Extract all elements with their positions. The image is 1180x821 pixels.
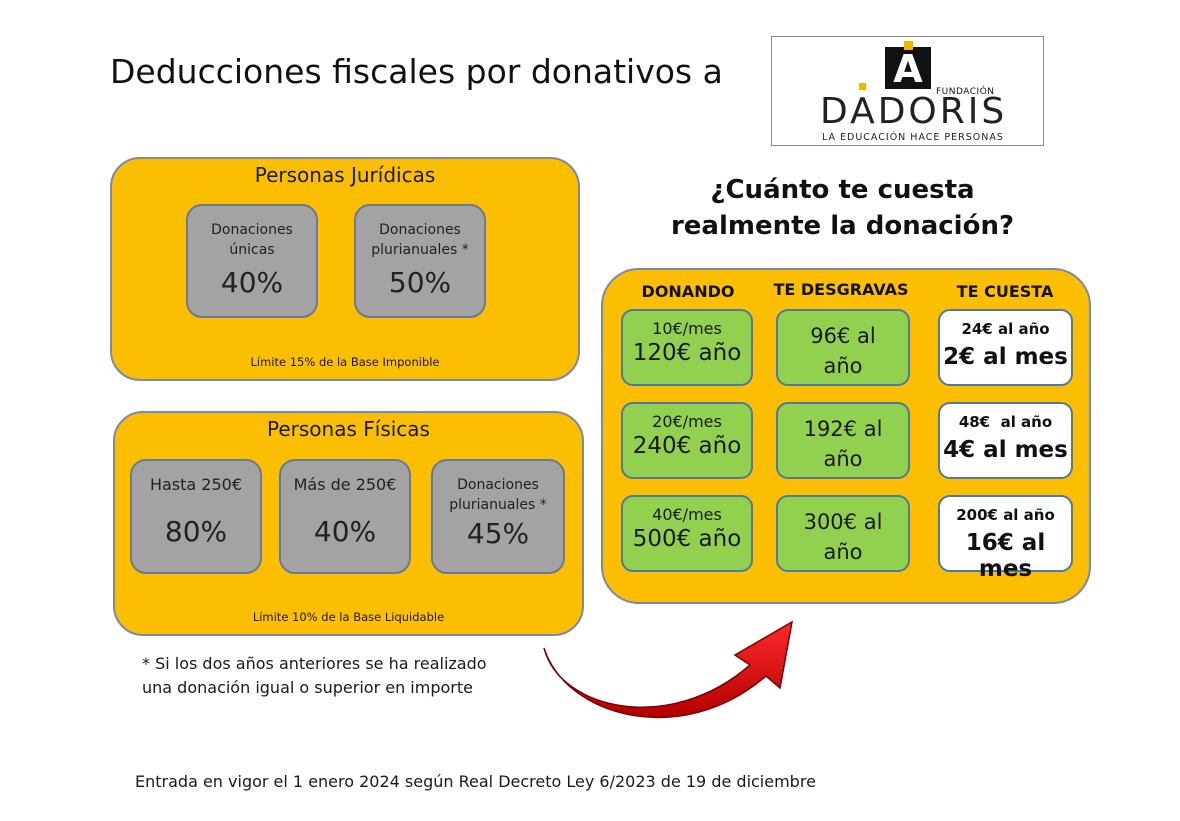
- cuesta-yearly: 200€ al año: [956, 506, 1055, 524]
- donando-box: 10€/mes 120€ año: [621, 309, 753, 386]
- logo-mark: [885, 47, 931, 89]
- donando-box: 40€/mes 500€ año: [621, 495, 753, 572]
- box-percentage: 45%: [466, 517, 530, 550]
- panel-cost-table: DONANDO TE DESGRAVAS TE CUESTA 10€/mes 1…: [601, 268, 1091, 604]
- box-mas-de-250: Más de 250€ 40%: [279, 459, 411, 574]
- cuesta-box: 48€ al año 4€ al mes: [938, 402, 1073, 479]
- cuesta-monthly: 4€ al mes: [943, 437, 1068, 463]
- panel-limit: Límite 10% de la Base Liquidable: [252, 610, 445, 624]
- box-label: Donaciones únicas: [211, 222, 293, 258]
- logo-tagline: LA EDUCACIÓN HACE PERSONAS: [822, 132, 1004, 143]
- box-label: Más de 250€: [293, 475, 397, 494]
- box-donaciones-plurianuales: Donaciones plurianuales * 45%: [431, 459, 565, 574]
- box-label: Donaciones plurianuales *: [371, 222, 469, 258]
- panel-title: Personas Físicas: [267, 417, 430, 441]
- column-header-te-desgravas: TE DESGRAVAS: [773, 280, 909, 299]
- cuesta-yearly: 24€ al año: [961, 320, 1050, 338]
- box-donaciones-plurianuales: Donaciones plurianuales * 50%: [354, 204, 486, 318]
- logo-name: DADORIS: [820, 91, 1008, 132]
- donando-yearly: 120€ año: [632, 340, 742, 366]
- column-header-te-cuesta: TE CUESTA: [956, 282, 1054, 301]
- panel-personas-fisicas: Personas Físicas Hasta 250€ 80% Más de 2…: [113, 411, 584, 636]
- donando-monthly: 10€/mes: [652, 319, 722, 338]
- logo-accent-square: [859, 83, 866, 90]
- box-hasta-250: Hasta 250€ 80%: [130, 459, 262, 574]
- curved-arrow-icon: [543, 620, 794, 719]
- page-title: Deducciones fiscales por donativos a: [110, 52, 723, 91]
- desgravas-amount: 96€ al año: [810, 324, 876, 378]
- box-label: Donaciones plurianuales *: [449, 477, 547, 513]
- box-percentage: 80%: [164, 515, 228, 548]
- box-percentage: 50%: [388, 266, 452, 299]
- cuesta-box: 200€ al año 16€ al mes: [938, 495, 1073, 582]
- desgravas-amount: 192€ al año: [803, 417, 883, 471]
- footnote-line-1: * Si los dos años anteriores se ha reali…: [142, 654, 487, 673]
- cuesta-monthly: 2€ al mes: [943, 344, 1068, 370]
- logo-accent-dot: [904, 41, 913, 50]
- panel-limit: Límite 15% de la Base Imponible: [250, 355, 440, 369]
- dadoris-logo: A FUNDACIÓN DADORIS LA EDUCACIÓN HACE PE…: [771, 36, 1044, 146]
- cuesta-monthly: 16€ al mes: [965, 530, 1046, 582]
- panel-title: Personas Jurídicas: [254, 163, 436, 187]
- question-heading: ¿Cuánto te cuesta realmente la donación?: [640, 172, 1045, 244]
- donando-monthly: 40€/mes: [652, 505, 722, 524]
- cuesta-yearly: 48€ al año: [958, 413, 1053, 431]
- box-donaciones-unicas: Donaciones únicas 40%: [186, 204, 318, 318]
- donando-yearly: 240€ año: [632, 433, 742, 459]
- question-line-1: ¿Cuánto te cuesta: [710, 175, 975, 205]
- box-label: Hasta 250€: [149, 475, 243, 494]
- cuesta-box: 24€ al año 2€ al mes: [938, 309, 1073, 386]
- footnote: * Si los dos años anteriores se ha reali…: [142, 652, 487, 700]
- question-line-2: realmente la donación?: [670, 211, 1015, 241]
- donando-box: 20€/mes 240€ año: [621, 402, 753, 479]
- box-percentage: 40%: [220, 266, 284, 299]
- logo-fundacion: FUNDACIÓN: [936, 87, 995, 97]
- desgravas-box: 192€ al año: [776, 402, 910, 479]
- desgravas-box: 96€ al año: [776, 309, 910, 386]
- box-percentage: 40%: [313, 515, 377, 548]
- donando-monthly: 20€/mes: [652, 412, 722, 431]
- desgravas-box: 300€ al año: [776, 495, 910, 572]
- panel-personas-juridicas: Personas Jurídicas Donaciones únicas 40%…: [110, 157, 580, 381]
- footer-text: Entrada en vigor el 1 enero 2024 según R…: [135, 772, 816, 791]
- desgravas-amount: 300€ al año: [803, 510, 883, 564]
- footnote-line-2: una donación igual o superior en importe: [142, 678, 473, 697]
- logo-letter: A: [893, 47, 923, 91]
- donando-yearly: 500€ año: [632, 526, 742, 552]
- column-header-donando: DONANDO: [641, 282, 735, 301]
